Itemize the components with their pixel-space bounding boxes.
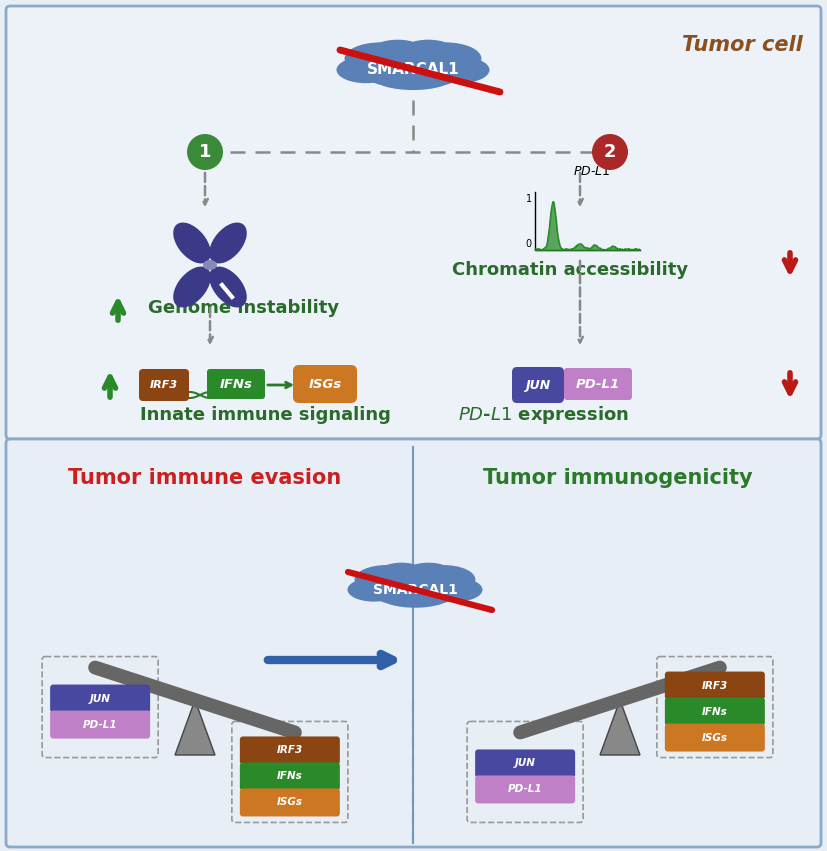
Ellipse shape (347, 578, 400, 602)
FancyBboxPatch shape (564, 368, 632, 400)
Text: Tumor immunogenicity: Tumor immunogenicity (483, 468, 753, 488)
Text: SMARCAL1: SMARCAL1 (366, 62, 459, 77)
FancyBboxPatch shape (665, 698, 765, 726)
FancyBboxPatch shape (50, 684, 151, 712)
FancyBboxPatch shape (6, 439, 821, 847)
Text: Innate immune signaling: Innate immune signaling (140, 406, 391, 424)
Text: ISGs: ISGs (277, 797, 303, 808)
Ellipse shape (345, 43, 417, 75)
Text: Chromatin accessibility: Chromatin accessibility (452, 261, 688, 279)
Ellipse shape (355, 565, 418, 594)
Polygon shape (600, 700, 640, 755)
Text: PD-L1: PD-L1 (508, 785, 543, 795)
Text: 1: 1 (198, 143, 211, 161)
Text: 0: 0 (526, 239, 532, 249)
Ellipse shape (404, 563, 453, 585)
Ellipse shape (409, 43, 481, 75)
FancyBboxPatch shape (6, 6, 821, 439)
Text: IRF3: IRF3 (702, 681, 728, 690)
Text: 1: 1 (526, 194, 532, 204)
Ellipse shape (366, 569, 464, 607)
Ellipse shape (430, 57, 490, 83)
Polygon shape (175, 700, 215, 755)
Text: Tumor cell: Tumor cell (682, 35, 803, 55)
FancyBboxPatch shape (665, 723, 765, 751)
Text: IFNs: IFNs (277, 772, 303, 781)
Text: 2: 2 (604, 143, 616, 161)
Ellipse shape (209, 266, 246, 307)
Text: ISGs: ISGs (308, 379, 342, 391)
Text: Tumor immune evasion: Tumor immune evasion (69, 468, 342, 488)
Ellipse shape (430, 578, 482, 602)
FancyBboxPatch shape (476, 750, 575, 778)
Ellipse shape (337, 57, 396, 83)
FancyBboxPatch shape (512, 367, 564, 403)
Ellipse shape (375, 67, 452, 90)
Ellipse shape (412, 565, 476, 594)
Circle shape (187, 134, 223, 170)
FancyBboxPatch shape (50, 711, 151, 739)
Ellipse shape (209, 222, 246, 264)
FancyBboxPatch shape (240, 762, 340, 791)
Circle shape (592, 134, 628, 170)
Ellipse shape (381, 587, 449, 608)
FancyBboxPatch shape (293, 365, 357, 403)
Ellipse shape (400, 40, 456, 65)
Text: JUN: JUN (525, 379, 551, 391)
Ellipse shape (173, 266, 211, 307)
Text: IRF3: IRF3 (277, 745, 303, 756)
FancyBboxPatch shape (207, 369, 265, 399)
Text: Genome instability: Genome instability (148, 299, 339, 317)
Text: IFNs: IFNs (702, 706, 728, 717)
Text: JUN: JUN (514, 758, 536, 768)
FancyBboxPatch shape (139, 369, 189, 401)
Text: ISGs: ISGs (702, 733, 728, 743)
Text: JUN: JUN (89, 694, 111, 704)
FancyBboxPatch shape (665, 671, 765, 700)
Ellipse shape (370, 40, 425, 65)
Ellipse shape (358, 47, 468, 89)
Text: IRF3: IRF3 (150, 380, 178, 390)
FancyBboxPatch shape (240, 736, 340, 764)
FancyBboxPatch shape (240, 788, 340, 816)
Text: $\mathit{PD}$-$\mathit{L1}$: $\mathit{PD}$-$\mathit{L1}$ (573, 165, 610, 178)
Ellipse shape (173, 222, 211, 264)
Text: PD-L1: PD-L1 (83, 720, 117, 729)
Text: SMARCAL1: SMARCAL1 (372, 583, 457, 597)
FancyBboxPatch shape (476, 775, 575, 803)
Ellipse shape (377, 563, 426, 585)
Text: $\mathit{PD}$-$\mathit{L1}$ expression: $\mathit{PD}$-$\mathit{L1}$ expression (458, 404, 629, 426)
Text: PD-L1: PD-L1 (576, 379, 620, 391)
Text: IFNs: IFNs (219, 379, 252, 391)
Ellipse shape (203, 260, 217, 270)
